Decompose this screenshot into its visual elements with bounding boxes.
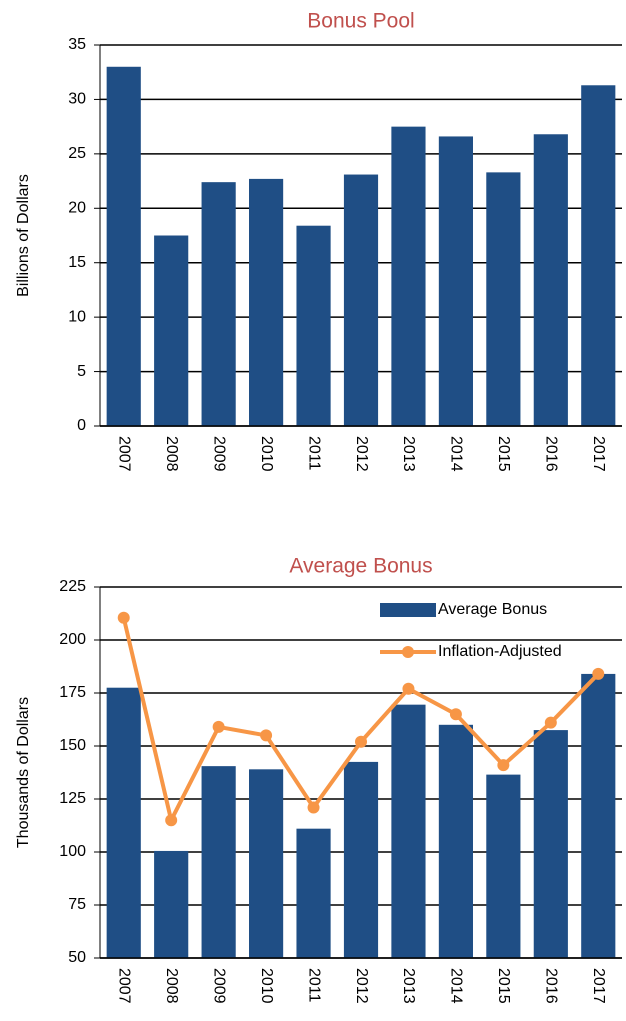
legend-swatch — [402, 646, 414, 658]
x-tick-label: 2017 — [590, 436, 607, 472]
x-tick-label: 2015 — [495, 968, 512, 1004]
y-tick-label: 150 — [59, 737, 86, 754]
chart-title: Bonus Pool — [307, 10, 414, 33]
line-point — [355, 735, 367, 748]
x-tick-label: 2015 — [495, 436, 512, 472]
y-tick-label: 200 — [59, 631, 86, 648]
y-tick-label: 30 — [68, 91, 86, 108]
x-tick-label: 2011 — [305, 968, 322, 1003]
bar — [154, 235, 189, 426]
chart-title: Average Bonus — [289, 555, 432, 578]
bar — [154, 850, 189, 958]
x-tick-label: 2013 — [400, 436, 417, 472]
x-tick-label: 2016 — [543, 436, 560, 472]
y-tick-label: 15 — [68, 254, 86, 271]
bar — [391, 704, 426, 958]
bar — [581, 85, 616, 426]
x-tick-label: 2013 — [400, 968, 417, 1004]
y-tick-label: 35 — [68, 36, 86, 53]
x-tick-label: 2008 — [163, 968, 180, 1004]
x-tick-label: 2017 — [590, 968, 607, 1004]
bar — [201, 766, 236, 958]
y-tick-label: 25 — [68, 145, 86, 162]
line-point — [165, 814, 178, 827]
y-tick-label: 125 — [59, 790, 86, 807]
y-tick-label: 50 — [68, 949, 86, 966]
bar — [581, 673, 616, 958]
x-tick-label: 2014 — [448, 436, 465, 472]
line-point — [592, 667, 605, 680]
line-point — [117, 611, 130, 624]
y-tick-label: 5 — [77, 363, 86, 380]
bar — [106, 687, 141, 958]
x-tick-label: 2009 — [210, 436, 227, 472]
bar — [438, 136, 473, 426]
x-tick-label: 2009 — [210, 968, 227, 1004]
legend-swatch — [380, 603, 436, 617]
line-point — [260, 729, 273, 742]
y-tick-label: 175 — [59, 684, 86, 701]
y-axis-label: Billions of Dollars — [15, 174, 32, 297]
bar — [486, 774, 521, 958]
line-point — [497, 759, 510, 772]
line-point — [402, 682, 415, 695]
bar — [438, 724, 473, 958]
bar — [201, 182, 236, 426]
bar — [533, 730, 568, 958]
x-tick-label: 2011 — [305, 436, 322, 471]
x-tick-label: 2010 — [258, 436, 275, 472]
bar — [533, 134, 568, 426]
y-tick-label: 100 — [59, 843, 86, 860]
line-point — [212, 720, 225, 733]
x-tick-label: 2007 — [115, 968, 132, 1004]
x-tick-label: 2014 — [448, 968, 465, 1004]
y-axis-label: Thousands of Dollars — [15, 697, 32, 848]
bar — [296, 828, 331, 958]
x-tick-label: 2016 — [543, 968, 560, 1004]
x-tick-label: 2008 — [163, 436, 180, 472]
legend-label: Inflation-Adjusted — [438, 643, 562, 660]
x-tick-label: 2012 — [353, 968, 370, 1004]
bar — [486, 172, 521, 426]
bar — [343, 174, 379, 426]
x-tick-label: 2010 — [258, 968, 275, 1004]
y-tick-label: 10 — [68, 308, 86, 325]
bar — [249, 769, 284, 958]
line-point — [544, 716, 557, 729]
x-tick-label: 2007 — [115, 436, 132, 472]
x-tick-label: 2012 — [353, 436, 370, 472]
y-tick-label: 20 — [68, 200, 86, 217]
legend-label: Average Bonus — [438, 601, 547, 618]
bar — [249, 178, 284, 426]
line-point — [307, 801, 320, 814]
y-tick-label: 75 — [68, 896, 86, 913]
y-tick-label: 225 — [59, 578, 86, 595]
y-tick-label: 0 — [77, 417, 86, 434]
line-point — [449, 708, 462, 721]
bar — [106, 66, 141, 427]
bar — [391, 126, 426, 427]
bar — [296, 225, 331, 426]
bar — [343, 761, 379, 958]
